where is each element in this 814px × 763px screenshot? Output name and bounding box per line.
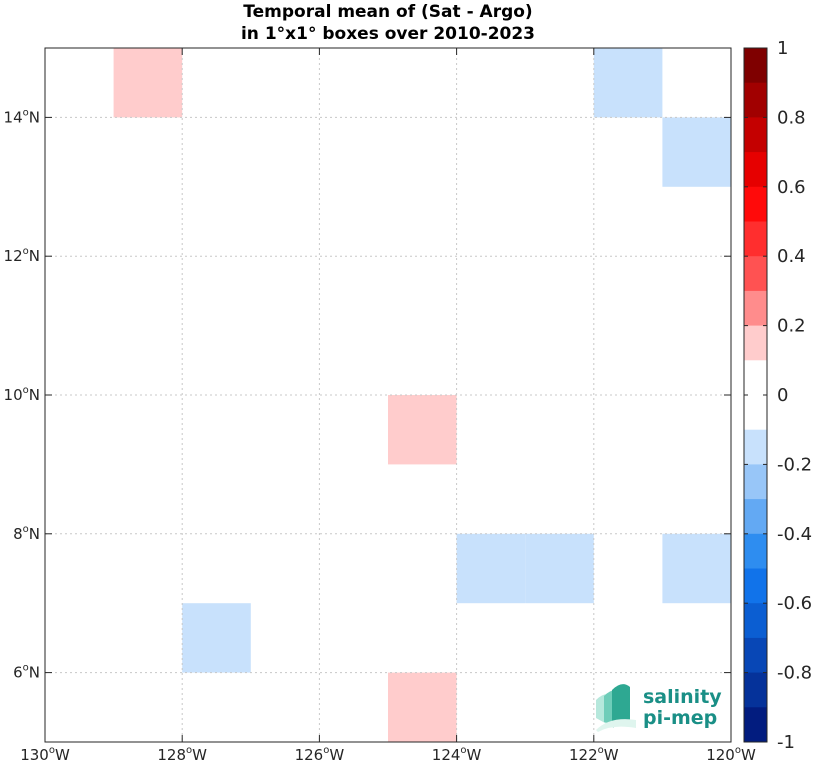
colorbar-segment [744,152,767,188]
y-tick-label: 14oN [4,107,40,126]
logo-text-pimep: pi-mep [643,707,717,729]
grid-lines [45,48,731,742]
colorbar-segment [744,429,767,465]
plot-area [44,47,732,743]
colorbar-tick-label: -0.4 [777,524,812,545]
colorbar-segment [744,256,767,292]
x-tick-label: 120oW [706,745,756,763]
colorbar-tick-label: 0.8 [777,107,806,128]
salinity-pimep-logo: salinity pi-mep [596,684,722,732]
colorbar-tick-label: -1 [777,732,795,753]
wave-logo-icon [596,684,636,732]
y-tick-label: 12oN [4,246,40,265]
x-axis-labels: 130oW 128oW 126oW 124oW 122oW 120oW [20,745,756,763]
colorbar-tick-label: 0.2 [777,316,806,337]
colorbar-segment [744,48,767,84]
colorbar-segment [744,360,767,396]
colorbar-segment [744,395,767,431]
heatmap-cell [388,672,457,742]
y-tick-label: 8oN [13,524,40,543]
colorbar-segment [744,603,767,639]
heatmap-cell [662,533,731,604]
heatmap-cell [456,533,526,604]
heatmap-cell [525,533,594,604]
x-tick-label: 124oW [432,745,482,763]
axis-ticks [44,48,732,742]
colorbar-segment [744,533,767,569]
colorbar-segment [744,82,767,118]
colorbar-segment [744,707,767,743]
heatmap-cell [662,117,731,187]
heatmap-cell [388,395,457,465]
colorbar-segment [744,186,767,222]
heatmap-cell [182,603,251,673]
colorbar-segment [744,221,767,257]
colorbar-tick-label: 0 [777,385,788,406]
heatmap-cell [593,48,663,118]
chart-title-line-1: Temporal mean of (Sat - Argo) [243,2,532,22]
colorbar-segment [744,464,767,500]
colorbar-segment [744,568,767,604]
colorbar [743,47,768,743]
colorbar-tick-label: 0.4 [777,246,806,267]
chart-title-line-2: in 1°x1° boxes over 2010-2023 [241,24,535,44]
colorbar-segment [744,290,767,327]
x-tick-label: 128oW [157,745,207,763]
colorbar-segment [744,117,767,153]
x-tick-label: 130oW [20,745,70,763]
colorbar-segment [744,637,767,674]
colorbar-tick-label: 1 [777,38,788,59]
x-tick-label: 126oW [295,745,345,763]
heatmap-cells [113,48,731,742]
y-tick-label: 10oN [4,385,40,404]
colorbar-labels: 1 0.8 0.6 0.4 0.2 0 -0.2 -0.4 -0.6 -0.8 -1 [777,38,812,753]
colorbar-tick-label: -0.2 [777,454,812,475]
y-tick-label: 6oN [13,663,40,682]
colorbar-tick-label: -0.6 [777,593,812,614]
y-axis-labels: 6oN 8oN 10oN 12oN 14oN [4,107,40,681]
x-tick-label: 122oW [569,745,619,763]
colorbar-segment [744,325,767,361]
colorbar-tick-label: -0.8 [777,663,812,684]
colorbar-segment [744,499,767,535]
heatmap-cell [113,48,183,118]
colorbar-segment [744,672,767,708]
colorbar-tick-label: 0.6 [777,177,806,198]
logo-text-salinity: salinity [643,686,722,708]
